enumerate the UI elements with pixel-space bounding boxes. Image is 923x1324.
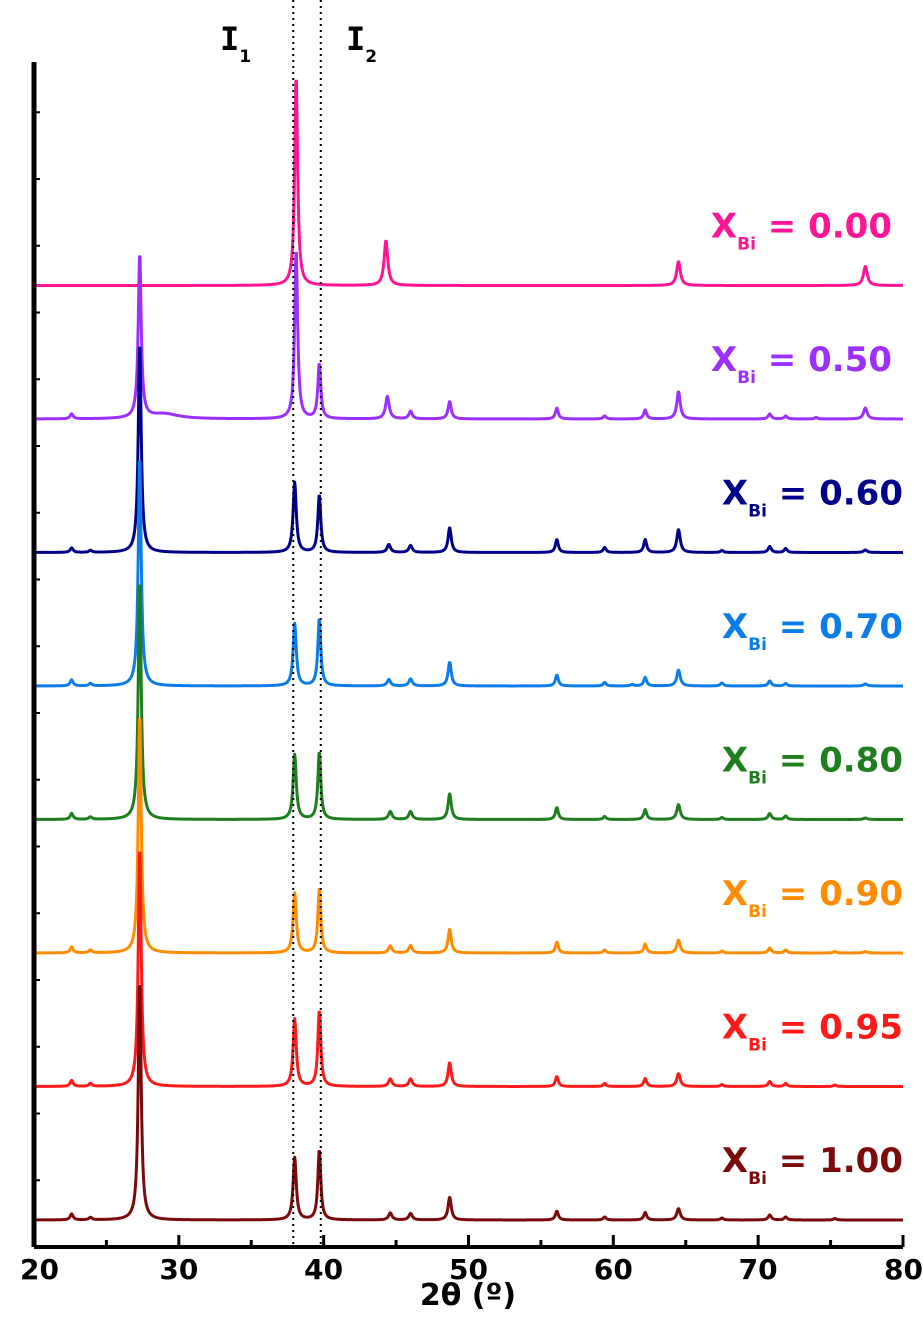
series-line-7 — [33, 984, 904, 1222]
series-label-main: X — [722, 1141, 748, 1181]
series-label-main: X — [711, 340, 737, 380]
series-label-sub: Bi — [748, 502, 767, 522]
series-line-2 — [33, 346, 904, 554]
series-label-value: = 0.95 — [767, 1008, 903, 1048]
series-line-4 — [33, 584, 904, 821]
marker-label-main: I — [220, 20, 239, 58]
series-label-5: XBi = 0.90 — [722, 874, 903, 922]
x-tick-label: 60 — [594, 1253, 633, 1286]
marker-label-2: I2 — [346, 20, 377, 67]
x-tick-label: 70 — [739, 1253, 778, 1286]
series-label-4: XBi = 0.80 — [722, 741, 903, 789]
series-label-main: X — [722, 741, 748, 781]
series-label-sub: Bi — [748, 635, 767, 655]
series-line-3 — [33, 460, 904, 688]
series-label-2: XBi = 0.60 — [722, 474, 903, 522]
series-label-sub: Bi — [748, 1036, 767, 1056]
series-label-main: X — [722, 474, 748, 514]
axis-layer: 20 30 40 50 60 70 80 — [20, 62, 923, 1286]
x-tick-label: 80 — [884, 1253, 923, 1286]
x-axis-label: 2θ (º) — [420, 1278, 516, 1313]
series-line-1 — [33, 251, 904, 421]
series-label-value: = 0.70 — [767, 607, 903, 647]
marker-label-sub: 2 — [365, 47, 377, 67]
series-label-value: = 0.00 — [756, 207, 892, 247]
x-tick-label: 40 — [304, 1253, 343, 1286]
series-label-sub: Bi — [748, 902, 767, 922]
series-label-main: X — [722, 1008, 748, 1048]
series-line-0 — [33, 79, 904, 287]
series-line-5 — [33, 717, 904, 955]
series-label-sub: Bi — [748, 1169, 767, 1189]
x-tick-label: 50 — [449, 1253, 488, 1286]
series-label-value: = 0.80 — [767, 741, 903, 781]
series-label-value: = 1.00 — [767, 1141, 903, 1181]
series-label-value: = 0.90 — [767, 874, 903, 914]
series-line-6 — [33, 851, 904, 1088]
marker-layer: I1 I2 — [220, 0, 377, 1247]
marker-label-main: I — [346, 20, 365, 58]
marker-label-sub: 1 — [239, 47, 251, 67]
series-layer — [33, 79, 904, 1222]
series-label-7: XBi = 1.00 — [722, 1141, 903, 1189]
series-label-1: XBi = 0.50 — [711, 340, 892, 388]
series-label-sub: Bi — [748, 769, 767, 789]
series-label-3: XBi = 0.70 — [722, 607, 903, 655]
marker-label-1: I1 — [220, 20, 251, 67]
series-label-sub: Bi — [737, 235, 756, 255]
x-tick-label: 20 — [20, 1253, 59, 1286]
series-label-sub: Bi — [737, 368, 756, 388]
series-label-main: X — [722, 607, 748, 647]
x-tick-label: 30 — [159, 1253, 198, 1286]
series-label-main: X — [711, 207, 737, 247]
series-label-value: = 0.50 — [756, 340, 892, 380]
series-label-value: = 0.60 — [767, 474, 903, 514]
series-label-6: XBi = 0.95 — [722, 1008, 903, 1056]
series-label-0: XBi = 0.00 — [711, 207, 892, 255]
series-label-main: X — [722, 874, 748, 914]
